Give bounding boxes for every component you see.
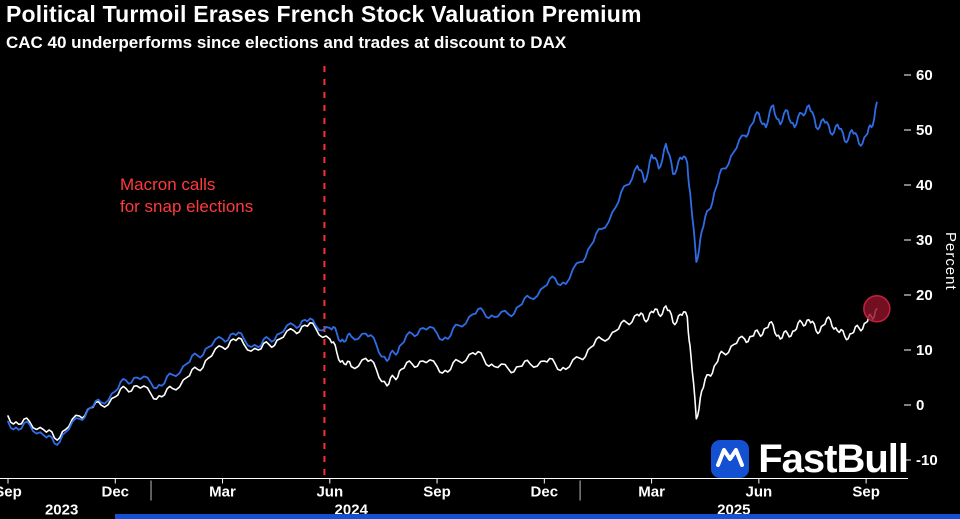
x-tick-label: Jun: [316, 484, 343, 501]
cac40-endpoint-marker: [863, 295, 891, 323]
y-tick-label: 40: [916, 177, 933, 194]
y-tick-label: 50: [916, 122, 933, 139]
y-tick-label: -10: [916, 452, 938, 469]
x-tick-label: Mar: [638, 484, 665, 501]
x-tick-label: Jun: [746, 484, 773, 501]
chart-title: Political Turmoil Erases French Stock Va…: [6, 1, 642, 27]
y-tick-label: 60: [916, 67, 933, 84]
y-axis-title: Percent: [942, 232, 959, 291]
y-tick-label: 30: [916, 232, 933, 249]
y-tick-label: 10: [916, 342, 933, 359]
event-annotation-line1: Macron calls: [120, 175, 216, 194]
event-annotation: Macron calls for snap elections: [120, 174, 253, 218]
fastbull-watermark: FastBull: [711, 437, 909, 481]
cac40-series-line: [7, 305, 878, 441]
y-tick-label: 0: [916, 397, 924, 414]
chart-subtitle: CAC 40 underperforms since elections and…: [6, 33, 567, 52]
event-annotation-line2: for snap elections: [120, 197, 254, 216]
bull-horns-glyph: [716, 448, 745, 467]
year-label: 2023: [45, 502, 78, 519]
brand-bottom-bar: [115, 514, 960, 519]
x-tick-label: Sep: [0, 484, 22, 501]
y-tick-label: 20: [916, 287, 933, 304]
x-tick-label: Dec: [531, 484, 559, 501]
dax-series-line: [7, 101, 878, 446]
x-tick-label: Sep: [423, 484, 451, 501]
x-tick-label: Mar: [209, 484, 236, 501]
x-tick-label: Dec: [101, 484, 129, 501]
fastbull-logo-icon: [711, 440, 750, 478]
x-tick-label: Sep: [852, 484, 880, 501]
fastbull-logo-text: FastBull: [758, 437, 909, 481]
